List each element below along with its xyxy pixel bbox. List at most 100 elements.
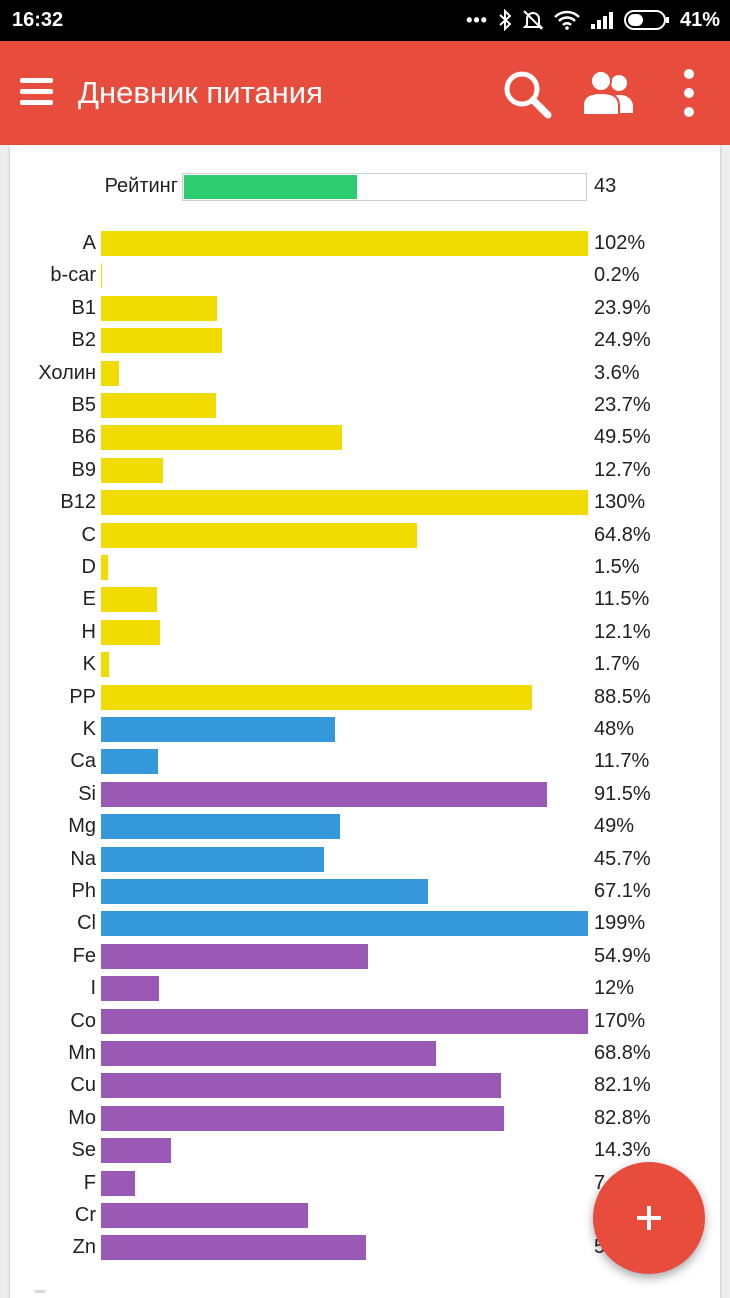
people-icon[interactable] [581, 67, 635, 121]
nutrient-label: Ca [70, 750, 96, 773]
nutrient-row: Si 91.5% [0, 781, 730, 813]
nutrient-bar [101, 425, 343, 451]
nutrient-value: 88.5% [594, 685, 651, 708]
plus-icon-vertical [647, 1206, 651, 1230]
nutrient-row: I 12% [0, 975, 730, 1007]
nutrient-label: H [81, 620, 96, 643]
nutrient-label: B9 [71, 458, 96, 481]
nutrient-row: A 102% [0, 230, 730, 262]
nutrient-row: Mn 68.8% [0, 1040, 730, 1072]
nutrient-value: 48% [594, 718, 635, 740]
nutrient-label: Cl [77, 912, 96, 935]
more-vert-icon[interactable] [664, 67, 714, 121]
nutrient-row: Na 45.7% [0, 846, 730, 878]
app-bar: Дневник питания [0, 41, 730, 145]
nutrient-bar [101, 231, 588, 256]
nutrient-label: A [82, 232, 96, 254]
nutrient-label: Cr [74, 1204, 96, 1226]
footer-text-cut [35, 1290, 385, 1298]
nutrient-bar [101, 328, 223, 354]
nutrient-bar [101, 1203, 308, 1228]
nutrient-row: Ph 67.1% [0, 878, 730, 910]
nutrient-label: Mo [68, 1106, 96, 1129]
nutrient-value: 199% [594, 912, 646, 935]
nutrient-row: Mg 49% [0, 813, 730, 845]
nutrient-bar [101, 652, 110, 678]
nutrient-value: 11.5% [594, 588, 650, 611]
more-dots-icon: ••• [466, 9, 488, 30]
nutrient-row: B6 49.5% [0, 424, 730, 456]
nutrient-value: 54.9% [594, 944, 651, 967]
nutrient-bar [101, 1008, 588, 1034]
nutrient-label: D [81, 556, 96, 578]
nutrient-label: Si [78, 782, 96, 805]
bluetooth-icon [499, 9, 512, 31]
nutrient-label: E [82, 588, 96, 611]
nutrient-row: K 48% [0, 716, 730, 748]
nutrient-value: 82.8% [594, 1106, 651, 1129]
nutrient-value: 130% [594, 491, 646, 514]
nutrient-label: Co [70, 1009, 96, 1032]
nutrient-bar [101, 943, 369, 969]
nutrient-bar [101, 1170, 136, 1196]
muted-bell-icon [522, 10, 544, 30]
nutrient-label: C [81, 523, 96, 546]
nutrient-value: 49% [594, 815, 635, 838]
nutrient-value: 64.8% [594, 523, 651, 546]
nutrient-value: 12% [594, 977, 635, 1000]
nutrient-bar [101, 587, 157, 613]
app-title: Дневник питания [78, 75, 323, 110]
nutrient-bar [101, 263, 102, 289]
nutrient-label: Fe [72, 944, 96, 967]
nutrient-bar [101, 781, 547, 807]
search-icon[interactable] [500, 67, 554, 121]
nutrient-bar [101, 393, 217, 418]
nutrient-row: B12 130% [0, 489, 730, 521]
nutrient-bar [101, 911, 588, 937]
nutrient-value: 11.7% [594, 750, 650, 773]
nutrient-row: B5 23.7% [0, 392, 730, 424]
nutrient-row: Ca 11.7% [0, 748, 730, 780]
nutrient-value: 23.7% [594, 394, 651, 416]
nutrient-value: 24.9% [594, 329, 651, 352]
rating-label: Рейтинг [104, 175, 178, 197]
nutrient-bar [101, 1138, 171, 1164]
nutrient-bar [101, 846, 324, 872]
nutrient-value: 0.2% [594, 264, 640, 287]
add-button[interactable] [593, 1162, 705, 1274]
nutrient-bar [101, 1073, 501, 1099]
nutrient-label: I [90, 977, 96, 1000]
nutrient-label: Холин [38, 361, 96, 384]
nutrient-bar [101, 360, 119, 386]
nutrient-value: 49.5% [594, 426, 651, 449]
nutrient-value: 82.1% [594, 1074, 651, 1097]
nutrient-row: Mo 82.8% [0, 1105, 730, 1137]
nutrient-bar [101, 555, 109, 580]
nutrient-bar [101, 879, 428, 904]
nutrient-label: K [82, 653, 96, 676]
nutrient-label: B1 [71, 296, 96, 319]
nutrient-value: 45.7% [594, 847, 651, 870]
nutrient-value: 1.5% [594, 556, 640, 578]
rating-bar-fill [184, 175, 357, 199]
nutrient-bar [101, 717, 335, 742]
nutrient-row: D 1.5% [0, 554, 730, 586]
nutrient-row: H 12.1% [0, 619, 730, 651]
nutrient-label: b-car [50, 264, 96, 287]
nutrient-label: PP [69, 685, 96, 708]
menu-icon[interactable] [20, 78, 53, 105]
nutrient-label: B2 [71, 329, 96, 352]
nutrient-value: 170% [594, 1009, 646, 1032]
nutrient-value: 68.8% [594, 1042, 651, 1064]
nutrient-label: Mn [68, 1042, 96, 1064]
nutrient-row: B2 24.9% [0, 327, 730, 359]
nutrient-bar [101, 684, 532, 710]
signal-icon [590, 12, 613, 29]
nutrient-value: 5 [594, 1236, 606, 1259]
rating-bar [182, 173, 587, 201]
nutrient-row: B9 12.7% [0, 457, 730, 489]
nutrient-value: 91.5% [594, 782, 651, 805]
nutrient-row: E 11.5% [0, 586, 730, 618]
nutrient-label: Ph [71, 880, 96, 902]
